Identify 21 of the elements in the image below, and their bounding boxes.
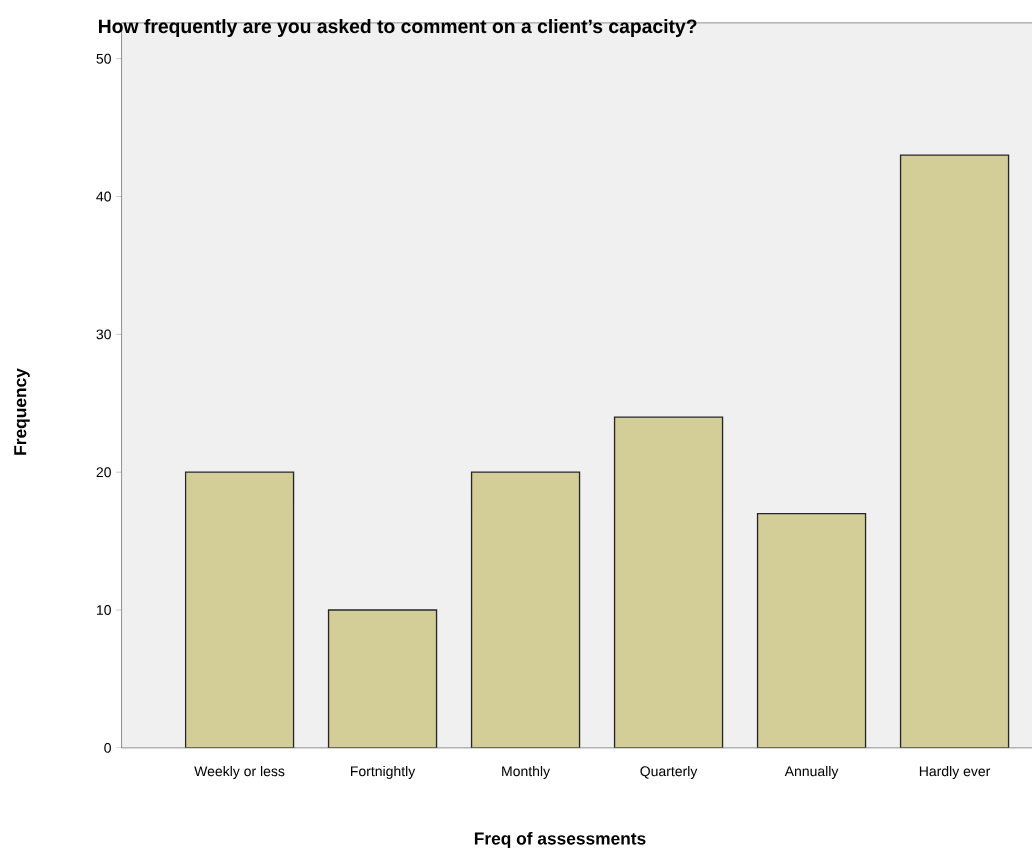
x-tick-label: Fortnightly — [351, 765, 416, 779]
bar — [185, 472, 294, 748]
y-axis-title: Frequency — [14, 368, 30, 455]
x-tick-label: Quarterly — [640, 765, 698, 779]
x-tick-label: Monthly — [502, 765, 551, 779]
bar — [614, 417, 723, 748]
bar — [899, 154, 1010, 748]
bar — [471, 472, 580, 748]
y-tick-label: 20 — [96, 467, 111, 478]
x-axis-title: Freq of assessments — [474, 831, 646, 849]
x-tick-label: Annually — [784, 765, 839, 779]
bar — [328, 610, 437, 748]
x-tick-label: Hardly ever — [919, 765, 991, 779]
bar — [757, 513, 866, 748]
y-tick-label: 10 — [97, 605, 111, 615]
x-tick-label: Weekly or less — [194, 765, 285, 779]
chart-title: How frequently are you asked to comment on a client’s capacity? — [99, 18, 697, 38]
y-tick-label: 40 — [96, 191, 111, 202]
y-tick-label: 30 — [96, 329, 111, 340]
y-tick-label: 50 — [96, 53, 111, 64]
y-tick-label: 0 — [104, 742, 111, 753]
